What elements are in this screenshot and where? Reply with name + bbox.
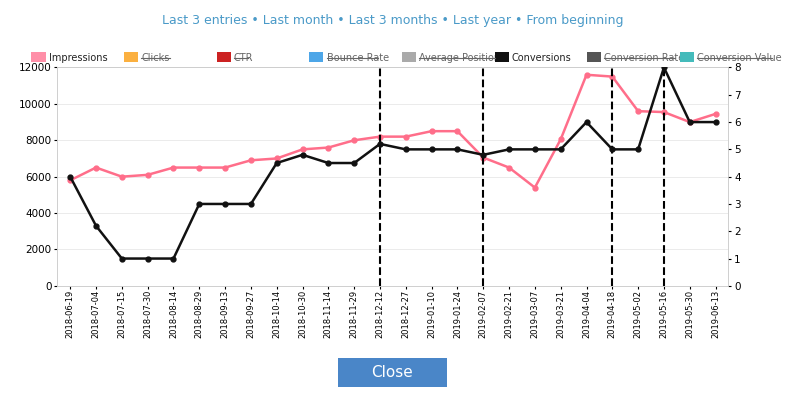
Text: CTR: CTR: [234, 52, 254, 63]
Text: Clicks: Clicks: [141, 52, 170, 63]
Text: Impressions: Impressions: [49, 52, 108, 63]
Text: Average Position: Average Position: [419, 52, 500, 63]
Text: Last 3 entries • Last month • Last 3 months • Last year • From beginning: Last 3 entries • Last month • Last 3 mon…: [162, 14, 623, 27]
Text: Bounce Rate: Bounce Rate: [327, 52, 389, 63]
Text: Conversion Value: Conversion Value: [697, 52, 782, 63]
Text: Conversion Rate: Conversion Rate: [604, 52, 685, 63]
Text: Conversions: Conversions: [512, 52, 571, 63]
Text: Close: Close: [371, 365, 414, 380]
